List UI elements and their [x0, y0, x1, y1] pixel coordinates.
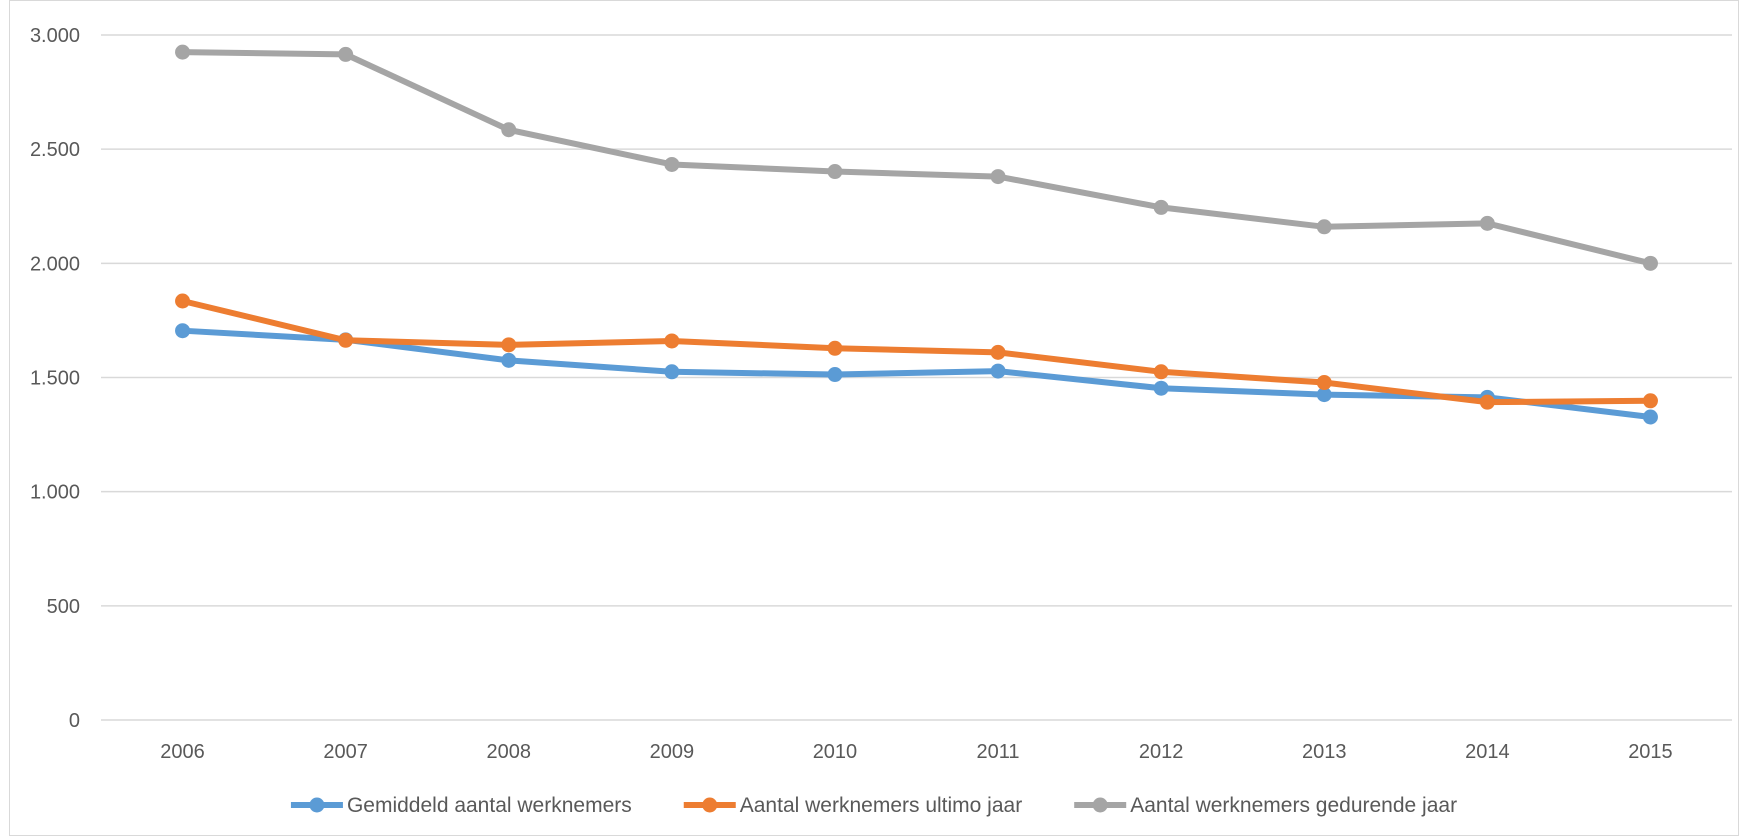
data-point: [1479, 394, 1495, 410]
legend-marker: [1092, 797, 1108, 813]
series-3: [175, 44, 1658, 271]
data-point: [1316, 219, 1332, 235]
data-point: [990, 169, 1006, 185]
legend-item: Aantal werknemers gedurende jaar: [1074, 794, 1457, 817]
x-tick-label: 2010: [813, 741, 858, 763]
x-tick-label: 2011: [977, 741, 1020, 763]
y-tick-label: 0: [69, 710, 80, 732]
legend-item: Gemiddeld aantal werknemers: [290, 794, 632, 817]
data-point: [501, 122, 517, 138]
series-line: [179, 298, 1654, 406]
series-lines: [175, 44, 1658, 425]
y-tick-label: 2.500: [30, 139, 80, 161]
data-point: [338, 332, 354, 348]
legend-label: Gemiddeld aantal werknemers: [347, 794, 632, 817]
x-tick-label: 2007: [323, 741, 368, 763]
data-point: [827, 340, 843, 356]
x-tick-label: 2013: [1302, 741, 1347, 763]
legend-marker: [309, 797, 325, 813]
data-point: [1153, 364, 1169, 380]
chart-frame: [9, 0, 1739, 836]
data-point: [175, 323, 191, 339]
data-point: [990, 363, 1006, 379]
x-tick-label: 2009: [650, 741, 695, 763]
data-point: [1153, 380, 1169, 396]
data-point: [664, 333, 680, 349]
x-tick-label: 2006: [160, 741, 205, 763]
legend-item: Aantal werknemers ultimo jaar: [683, 794, 1022, 817]
data-point: [990, 344, 1006, 360]
data-point: [827, 164, 843, 180]
data-point: [1642, 255, 1658, 271]
legend-label: Aantal werknemers gedurende jaar: [1130, 794, 1457, 817]
series-line: [179, 327, 1654, 421]
x-tick-label: 2015: [1628, 741, 1673, 763]
data-point: [1642, 393, 1658, 409]
data-point: [338, 46, 354, 62]
legend: Gemiddeld aantal werknemers Aantal werkne…: [290, 794, 1457, 817]
y-axis-tick-labels: 0 500 1.000 1.500 2.000 2.500 3.000: [30, 25, 80, 732]
y-tick-label: 1.000: [30, 482, 80, 504]
gridlines: [101, 34, 1732, 721]
y-tick-label: 2.000: [30, 253, 80, 275]
data-point: [1316, 375, 1332, 391]
data-point: [664, 364, 680, 380]
x-tick-label: 2008: [487, 741, 532, 763]
x-tick-label: 2014: [1465, 741, 1510, 763]
data-point: [664, 156, 680, 172]
data-point: [501, 352, 517, 368]
y-tick-label: 500: [47, 596, 80, 618]
data-point: [1153, 199, 1169, 215]
series-2: [175, 293, 1658, 410]
x-axis-tick-labels: 2006 2007 2008 2009 2010 2011 2012 2013 2014 2015: [160, 741, 1672, 763]
data-point: [175, 293, 191, 309]
data-point: [1642, 409, 1658, 425]
legend-marker: [702, 797, 718, 813]
data-point: [1316, 387, 1332, 403]
data-point: [501, 337, 517, 353]
y-tick-label: 3.000: [30, 25, 80, 47]
data-point: [175, 44, 191, 60]
series-1: [175, 323, 1658, 425]
series-line: [179, 49, 1654, 267]
y-tick-label: 1.500: [30, 368, 80, 390]
data-point: [827, 367, 843, 383]
x-tick-label: 2012: [1139, 741, 1184, 763]
legend-label: Aantal werknemers ultimo jaar: [740, 794, 1022, 817]
data-point: [1479, 215, 1495, 231]
